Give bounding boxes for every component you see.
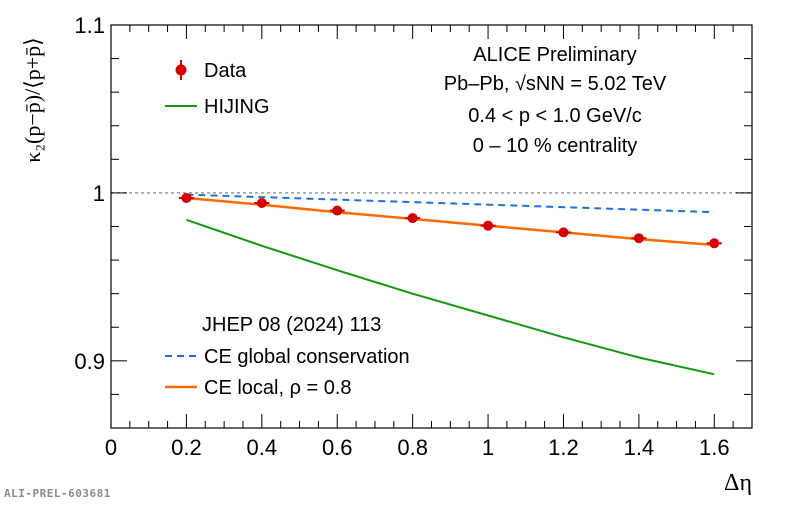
legend-item-hijing: HIJING [165, 96, 270, 118]
legend-item-data: Data [175, 60, 247, 82]
figure-id-footer: ALI-PREL-603681 [4, 487, 111, 500]
legend-data-marker [175, 64, 187, 76]
x-tick-label-6: 1.2 [548, 435, 579, 460]
legend-label-data: Data [204, 60, 247, 82]
y-tick-label-1: 1 [93, 181, 105, 206]
annotation-collision-system: Pb–Pb, √sNN = 5.02 TeV [444, 73, 667, 95]
x-tick-label-5: 1 [482, 435, 494, 460]
data-point-6 [633, 233, 644, 244]
legend-top: Data HIJING [165, 60, 270, 118]
x-tick-label-2: 0.4 [247, 435, 278, 460]
data-point-4 [483, 220, 494, 231]
legend-label-hijing: HIJING [204, 96, 270, 118]
legend-label-ce-global: CE global conservation [204, 346, 410, 368]
legend-bottom-header: JHEP 08 (2024) 113 [202, 314, 381, 336]
series-line-hijing [186, 218, 715, 376]
x-tick-label-7: 1.4 [624, 435, 655, 460]
tick-label-group: 0 0.2 0.4 0.6 0.8 1 1.2 1.4 1.6 0.9 1 1.1 [74, 13, 729, 460]
x-tick-label-0: 0 [105, 435, 117, 460]
data-point-7 [709, 238, 720, 249]
legend-item-ce-local: CE local, ρ = 0.8 [165, 377, 352, 399]
x-axis-title: Δη [724, 470, 752, 496]
x-tick-label-4: 0.8 [397, 435, 428, 460]
tick-group [110, 24, 753, 429]
y-tick-label-0: 0.9 [74, 349, 105, 374]
annotation-block: ALICE Preliminary Pb–Pb, √sNN = 5.02 TeV… [444, 44, 667, 157]
x-tick-label-3: 0.6 [322, 435, 353, 460]
annotation-alice-preliminary: ALICE Preliminary [473, 44, 636, 66]
data-point-2 [332, 205, 343, 216]
legend-item-ce-global: CE global conservation [165, 346, 410, 368]
x-tick-label-1: 0.2 [171, 435, 202, 460]
data-point-5 [558, 227, 569, 238]
data-point-3 [407, 213, 418, 224]
legend-label-ce-local: CE local, ρ = 0.8 [204, 377, 352, 399]
legend-bottom: JHEP 08 (2024) 113 CE global conservatio… [165, 314, 410, 399]
annotation-centrality: 0 – 10 % centrality [473, 135, 638, 157]
series-line-ce-global-conservation [186, 193, 715, 214]
data-point-1 [256, 197, 267, 208]
series-group [178, 192, 722, 376]
data-point-0 [181, 192, 192, 203]
y-axis-title: κ₂(p−p̄)/⟨p+p̄⟩ [20, 37, 45, 163]
y-tick-label-2: 1.1 [74, 13, 105, 38]
x-tick-label-8: 1.6 [699, 435, 730, 460]
series-line-ce-local-0-8 [186, 196, 715, 247]
annotation-momentum-range: 0.4 < p < 1.0 GeV/c [468, 105, 641, 127]
